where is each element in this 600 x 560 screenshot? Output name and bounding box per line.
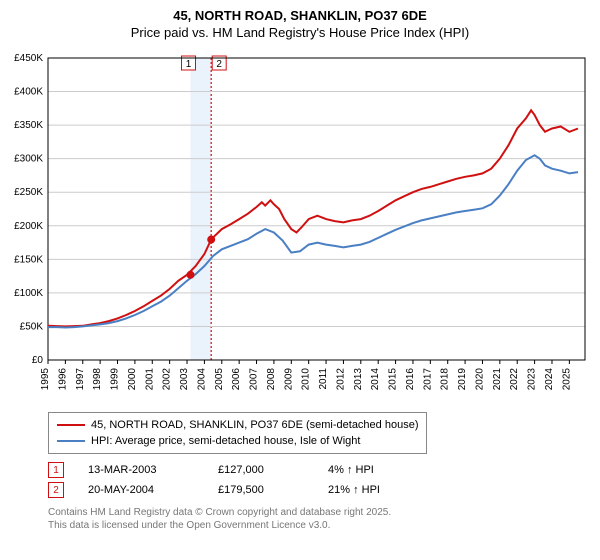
x-tick-label: 2006	[231, 368, 242, 391]
x-tick-label: 2014	[370, 368, 381, 391]
sale-row-pct: 21% ↑ HPI	[328, 484, 448, 496]
sale-point-marker	[187, 271, 195, 279]
sale-row-date: 20-MAY-2004	[88, 484, 218, 496]
title-subtitle: Price paid vs. HM Land Registry's House …	[0, 25, 600, 42]
x-tick-label: 2000	[127, 368, 138, 391]
x-tick-label: 2023	[527, 368, 538, 391]
sale-point-marker	[207, 236, 215, 244]
y-tick-label: £150K	[14, 254, 43, 265]
y-tick-label: £0	[32, 355, 44, 366]
legend-item-price-paid: 45, NORTH ROAD, SHANKLIN, PO37 6DE (semi…	[57, 417, 418, 433]
chart-svg: 1 2 £0 £50K £100K £150K £200K £250K £300K £350K £4…	[0, 48, 600, 408]
sale-marker-number: 2	[216, 59, 222, 70]
x-tick-label: 2005	[214, 368, 225, 391]
x-tick-label: 2019	[457, 368, 468, 391]
y-tick-label: £400K	[14, 87, 43, 98]
sale-marker-number: 1	[186, 59, 192, 70]
sale-row: 2 20-MAY-2004£179,50021% ↑ HPI	[48, 480, 448, 500]
y-tick-label: £50K	[20, 321, 44, 332]
x-tick-label: 1998	[92, 368, 103, 391]
x-tick-label: 2024	[544, 368, 555, 391]
y-tick-label: £300K	[14, 154, 43, 165]
legend-swatch	[57, 424, 85, 426]
sale-band	[191, 58, 212, 360]
chart-container: 45, NORTH ROAD, SHANKLIN, PO37 6DE Price…	[0, 0, 600, 560]
x-tick-label: 2022	[509, 368, 520, 391]
x-tick-label: 2021	[492, 368, 503, 391]
footer-line1: Contains HM Land Registry data © Crown c…	[48, 506, 391, 519]
y-tick-label: £200K	[14, 221, 43, 232]
legend-label: HPI: Average price, semi-detached house,…	[91, 435, 360, 447]
x-tick-label: 2004	[196, 368, 207, 391]
x-tick-label: 2011	[318, 368, 329, 390]
footer-line2: This data is licensed under the Open Gov…	[48, 519, 391, 532]
sale-row-price: £179,500	[218, 484, 328, 496]
y-tick-label: £450K	[14, 53, 43, 64]
x-tick-label: 2007	[249, 368, 260, 391]
x-tick-label: 2017	[422, 368, 433, 391]
x-tick-label: 2025	[561, 368, 572, 391]
y-tick-label: £350K	[14, 120, 43, 131]
x-tick-label: 2013	[353, 368, 364, 391]
sale-row-marker: 2	[48, 482, 64, 498]
x-tick-label: 2018	[440, 368, 451, 391]
sale-row: 1 13-MAR-2003£127,0004% ↑ HPI	[48, 460, 448, 480]
sales-table: 1 13-MAR-2003£127,0004% ↑ HPI 2 20-MAY-2004…	[48, 460, 448, 500]
legend-item-hpi: HPI: Average price, semi-detached house,…	[57, 433, 418, 449]
legend-swatch	[57, 440, 85, 442]
x-tick-label: 2009	[283, 368, 294, 391]
series-price-paid	[48, 110, 578, 326]
x-tick-label: 1999	[110, 368, 121, 391]
x-tick-label: 2003	[179, 368, 190, 391]
x-tick-label: 2010	[301, 368, 312, 391]
x-tick-label: 2012	[335, 368, 346, 391]
legend: 45, NORTH ROAD, SHANKLIN, PO37 6DE (semi…	[48, 412, 427, 454]
sale-row-marker: 1	[48, 462, 64, 478]
sale-row-price: £127,000	[218, 464, 328, 476]
chart-title: 45, NORTH ROAD, SHANKLIN, PO37 6DE Price…	[0, 0, 600, 42]
sale-row-date: 13-MAR-2003	[88, 464, 218, 476]
y-tick-label: £250K	[14, 187, 43, 198]
x-tick-label: 1997	[75, 368, 86, 391]
sale-row-pct: 4% ↑ HPI	[328, 464, 448, 476]
series-hpi	[48, 155, 578, 327]
x-tick-label: 2016	[405, 368, 416, 391]
legend-label: 45, NORTH ROAD, SHANKLIN, PO37 6DE (semi…	[91, 419, 418, 431]
attribution-footer: Contains HM Land Registry data © Crown c…	[48, 506, 391, 532]
x-tick-label: 2008	[266, 368, 277, 391]
x-tick-label: 1996	[57, 368, 68, 391]
chart-area: 1 2 £0 £50K £100K £150K £200K £250K £300K £350K £4…	[0, 48, 600, 408]
x-tick-label: 1995	[40, 368, 51, 391]
x-tick-label: 2015	[388, 368, 399, 391]
x-tick-label: 2001	[144, 368, 155, 391]
x-tick-label: 2020	[474, 368, 485, 391]
y-tick-label: £100K	[14, 288, 43, 299]
title-address: 45, NORTH ROAD, SHANKLIN, PO37 6DE	[0, 8, 600, 25]
x-tick-label: 2002	[162, 368, 173, 391]
